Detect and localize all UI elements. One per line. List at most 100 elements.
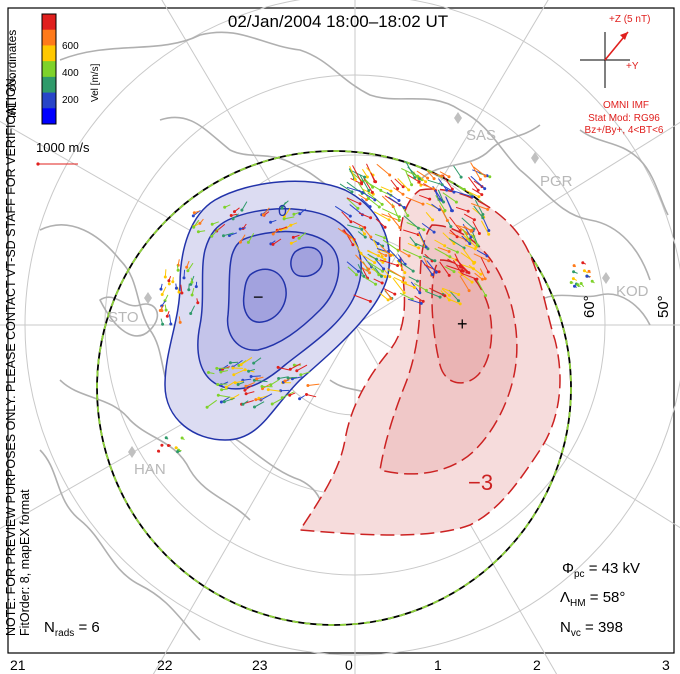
velocity-vector bbox=[281, 391, 295, 399]
velocity-vector-origin bbox=[280, 396, 284, 400]
fit-statistics: Φpc = 43 kV ΛHM = 58° Nvc = 398 Nrads = … bbox=[44, 560, 640, 639]
velocity-vector bbox=[380, 186, 392, 192]
velocity-vector-origin bbox=[269, 383, 273, 387]
velocity-vector-origin bbox=[362, 274, 366, 278]
velocity-vector-origin bbox=[231, 217, 235, 221]
station-sto-marker bbox=[144, 292, 152, 304]
velocity-vector-origin bbox=[447, 250, 451, 253]
velocity-vector-origin bbox=[157, 449, 160, 453]
velocity-vector-origin bbox=[387, 218, 391, 222]
stat-hm-latitude: ΛHM = 58° bbox=[560, 589, 625, 609]
velocity-vector-origin bbox=[243, 388, 247, 392]
velocity-vector-origin bbox=[407, 254, 411, 258]
velocity-vector bbox=[465, 189, 480, 198]
velocity-vector-origin bbox=[229, 214, 233, 217]
velocity-vector bbox=[223, 232, 234, 237]
velocity-vector-origin bbox=[261, 213, 265, 217]
velocity-vector-origin bbox=[249, 375, 253, 378]
velocity-vector-origin bbox=[573, 284, 576, 288]
velocity-vector-origin bbox=[360, 227, 364, 231]
velocity-vector bbox=[405, 160, 416, 178]
velocity-vector-origin bbox=[389, 297, 393, 300]
velocity-vector-origin bbox=[389, 254, 393, 257]
velocity-vector bbox=[268, 389, 281, 392]
stat-radar-count: Nrads = 6 bbox=[44, 619, 100, 639]
velocity-vector bbox=[459, 275, 470, 291]
velocity-vector bbox=[442, 287, 459, 295]
velocity-vector-origin bbox=[164, 308, 168, 312]
velocity-vector-origin bbox=[167, 279, 171, 283]
velocity-vector bbox=[251, 375, 261, 377]
velocity-vector-origin bbox=[449, 225, 453, 229]
velocity-vector-origin bbox=[397, 218, 401, 222]
velocity-vector-origin bbox=[288, 367, 292, 371]
velocity-vector bbox=[358, 212, 371, 219]
velocity-vector-origin bbox=[455, 235, 459, 239]
velocity-vector-origin bbox=[381, 269, 385, 273]
velocity-vector bbox=[283, 207, 291, 217]
velocity-vector-origin bbox=[367, 267, 371, 271]
colorbar-tick-400: 400 bbox=[62, 68, 79, 79]
colorbar-swatch bbox=[42, 76, 56, 94]
velocity-vector-origin bbox=[219, 400, 223, 404]
velocity-vector bbox=[470, 162, 481, 180]
velocity-vector-origin bbox=[373, 198, 377, 202]
velocity-vector-origin bbox=[481, 216, 485, 220]
velocity-vector bbox=[380, 245, 391, 256]
velocity-vector-origin bbox=[289, 241, 293, 245]
velocity-vector-origin bbox=[466, 209, 470, 213]
velocity-vector bbox=[405, 196, 424, 205]
velocity-vector bbox=[254, 379, 268, 383]
velocity-vector-origin bbox=[483, 174, 487, 178]
velocity-vector bbox=[453, 165, 462, 178]
velocity-vector bbox=[381, 208, 400, 218]
velocity-vector-origin bbox=[418, 291, 422, 295]
velocity-vector bbox=[447, 258, 461, 268]
velocity-vector bbox=[455, 183, 465, 190]
velocity-vector bbox=[471, 188, 483, 196]
velocity-vector-origin bbox=[443, 209, 447, 212]
velocity-vector-origin bbox=[216, 383, 220, 386]
velocity-vector-origin bbox=[447, 175, 451, 179]
velocity-vector-origin bbox=[452, 270, 456, 274]
velocity-vector bbox=[270, 379, 279, 386]
velocity-vector bbox=[446, 265, 462, 272]
velocity-vector bbox=[387, 212, 401, 228]
velocity-vector-origin bbox=[353, 178, 357, 182]
velocity-vector bbox=[439, 171, 450, 178]
velocity-vector-origin bbox=[414, 243, 418, 247]
velocity-vector bbox=[397, 259, 414, 272]
velocity-vector bbox=[426, 260, 437, 273]
velocity-vector-origin bbox=[424, 245, 428, 249]
velocity-vector-origin bbox=[367, 189, 371, 192]
colorbar-tick-200: 200 bbox=[62, 95, 79, 106]
velocity-vector-origin bbox=[180, 436, 184, 440]
velocity-vector-origin bbox=[231, 366, 235, 370]
velocity-vector-origin bbox=[418, 255, 422, 259]
velocity-vector-origin bbox=[483, 187, 487, 191]
velocity-vector bbox=[394, 178, 404, 188]
velocity-vector bbox=[169, 314, 172, 325]
velocity-vector-origin bbox=[576, 283, 580, 287]
velocity-vector-origin bbox=[447, 273, 451, 277]
velocity-vector-origin bbox=[357, 269, 360, 273]
velocity-vector bbox=[361, 225, 372, 238]
scale-vector-origin bbox=[36, 162, 40, 166]
velocity-vector bbox=[290, 363, 301, 370]
velocity-vector bbox=[218, 394, 231, 398]
velocity-vector bbox=[434, 239, 445, 247]
velocity-vector bbox=[221, 396, 231, 403]
velocity-vector-origin bbox=[379, 188, 383, 192]
velocity-vector-origin bbox=[479, 272, 483, 276]
velocity-vector-origin bbox=[486, 270, 490, 274]
velocity-vector-origin bbox=[398, 259, 402, 263]
velocity-vector bbox=[379, 259, 398, 266]
velocity-vector-origin bbox=[402, 206, 406, 209]
velocity-vector bbox=[369, 263, 380, 276]
velocity-vector bbox=[421, 222, 435, 233]
velocity-vector-origin bbox=[377, 205, 381, 209]
velocity-vector bbox=[418, 231, 427, 248]
velocity-vector bbox=[357, 182, 369, 199]
velocity-vector-origin bbox=[391, 205, 395, 209]
velocity-vector bbox=[393, 276, 406, 284]
